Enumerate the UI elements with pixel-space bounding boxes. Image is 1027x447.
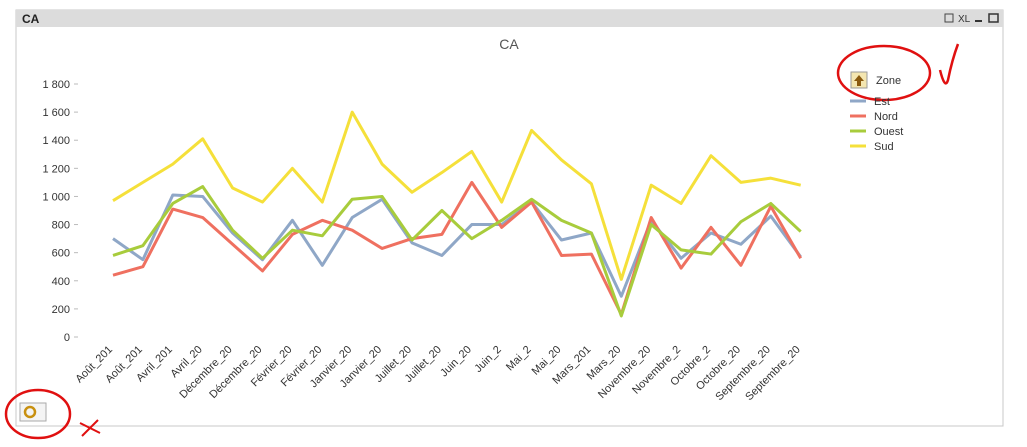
y-tick-label: 1 600	[42, 107, 70, 119]
series-line	[112, 185, 802, 318]
y-tick-label: 0	[64, 332, 70, 344]
chart-title: CA	[499, 36, 519, 52]
legend-label: Nord	[874, 111, 898, 123]
cycle-icon	[23, 405, 37, 419]
annotation-cross	[79, 419, 101, 437]
y-tick-label: 800	[52, 220, 70, 232]
y-tick-label: 1 000	[42, 191, 70, 203]
legend-title: Zone	[876, 75, 901, 87]
y-tick-label: 200	[52, 304, 70, 316]
xl-button[interactable]: XL	[958, 14, 971, 25]
print-icon[interactable]	[944, 13, 954, 23]
y-tick-label: 1 200	[42, 163, 70, 175]
series-line	[112, 110, 802, 281]
series-line	[112, 180, 803, 317]
legend-label: Sud	[874, 141, 894, 153]
y-tick-label: 400	[52, 276, 70, 288]
legend-label: Ouest	[874, 126, 903, 138]
y-tick-label: 1 400	[42, 135, 70, 147]
y-tick-label: 1 800	[42, 79, 70, 91]
y-tick-label: 600	[52, 248, 70, 260]
legend-label: Est	[874, 96, 890, 108]
annotation-check	[938, 43, 960, 85]
series-line	[112, 193, 802, 298]
window-header	[16, 10, 1003, 27]
annotation-circle	[4, 388, 72, 440]
up-arrow-icon	[854, 75, 864, 86]
window-title: CA	[22, 12, 40, 26]
annotation-circle	[836, 44, 932, 102]
maximize-icon[interactable]	[988, 13, 999, 23]
